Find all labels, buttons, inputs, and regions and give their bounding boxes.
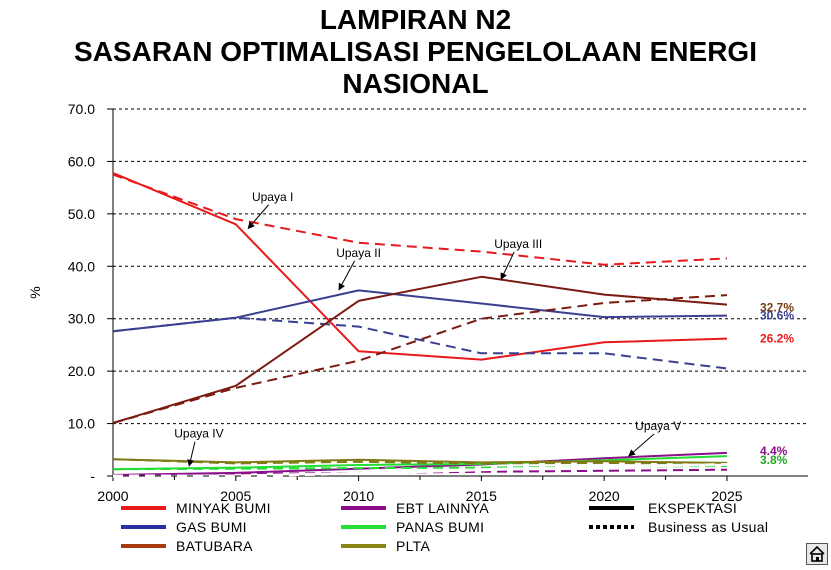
annotation-arrow [247, 204, 270, 230]
x-tick-label: 2010 [343, 488, 374, 504]
legend-label-ekspektasi: EKSPEKTASI [648, 500, 737, 516]
legend-label-ebt-lainnya: EBT LAINNYA [396, 500, 489, 516]
legend-label-business-as-usual: Business as Usual [648, 519, 768, 535]
x-tick-label: 2015 [466, 488, 497, 504]
series-line-minyak-bumi-dashed [112, 173, 728, 266]
y-tick-label: 20.0 [68, 363, 95, 379]
y-tick-label: 60.0 [68, 153, 95, 169]
x-tick-label: 2005 [220, 488, 251, 504]
x-tick-label: 2020 [589, 488, 620, 504]
x-tick-label: 2000 [97, 488, 128, 504]
end-value-label: 4.4% [760, 444, 788, 458]
legend-label-gas-bumi: GAS BUMI [176, 519, 247, 535]
y-tick-label: 70.0 [68, 101, 95, 117]
annotation-arrow [187, 441, 196, 467]
home-icon [809, 545, 825, 562]
end-value-label: 30.6% [760, 309, 794, 323]
y-tick-label: 50.0 [68, 206, 95, 222]
y-tick-label: 30.0 [68, 311, 95, 327]
annotation-label: Upaya V [635, 419, 681, 433]
annotation-arrow [338, 260, 356, 291]
series-line-batubara [112, 275, 728, 424]
legend-label-batubara: BATUBARA [176, 538, 253, 554]
title-line-3: NASIONAL [342, 68, 489, 99]
series-line-panas-bumi-dashed [112, 465, 728, 471]
title-line-2: SASARAN OPTIMALISASI PENGELOLAAN ENERGI [74, 36, 757, 67]
series-line-minyak-bumi [112, 172, 728, 361]
legend-label-plta: PLTA [396, 538, 430, 554]
y-axis-label: % [27, 286, 43, 298]
y-tick-label: 10.0 [68, 416, 95, 432]
end-value-label: 26.2% [760, 332, 794, 346]
series-line-gas-bumi-dashed [112, 316, 728, 370]
legend-label-panas-bumi: PANAS BUMI [396, 519, 484, 535]
series-line-batubara-dashed [112, 294, 728, 424]
x-tick-label: 2025 [711, 488, 742, 504]
title-line-1: LAMPIRAN N2 [319, 4, 512, 35]
annotation-label: Upaya IV [174, 427, 223, 441]
series-line-business-as-usual-dashed [113, 463, 728, 478]
end-value-label: 32.7% [760, 301, 794, 315]
y-tick-label: - [90, 468, 95, 484]
home-button[interactable] [806, 543, 828, 565]
end-value-label: 3.8% [760, 453, 788, 467]
legend-label-minyak-bumi: MINYAK BUMI [176, 500, 271, 516]
annotation-label: Upaya III [494, 237, 542, 251]
y-tick-label: 40.0 [68, 258, 95, 274]
annotation-label: Upaya II [336, 246, 381, 260]
annotation-label: Upaya I [252, 190, 293, 204]
series-line-plta-dashed [112, 458, 728, 465]
annotation-arrow [500, 251, 515, 281]
annotation-arrow [628, 433, 655, 457]
